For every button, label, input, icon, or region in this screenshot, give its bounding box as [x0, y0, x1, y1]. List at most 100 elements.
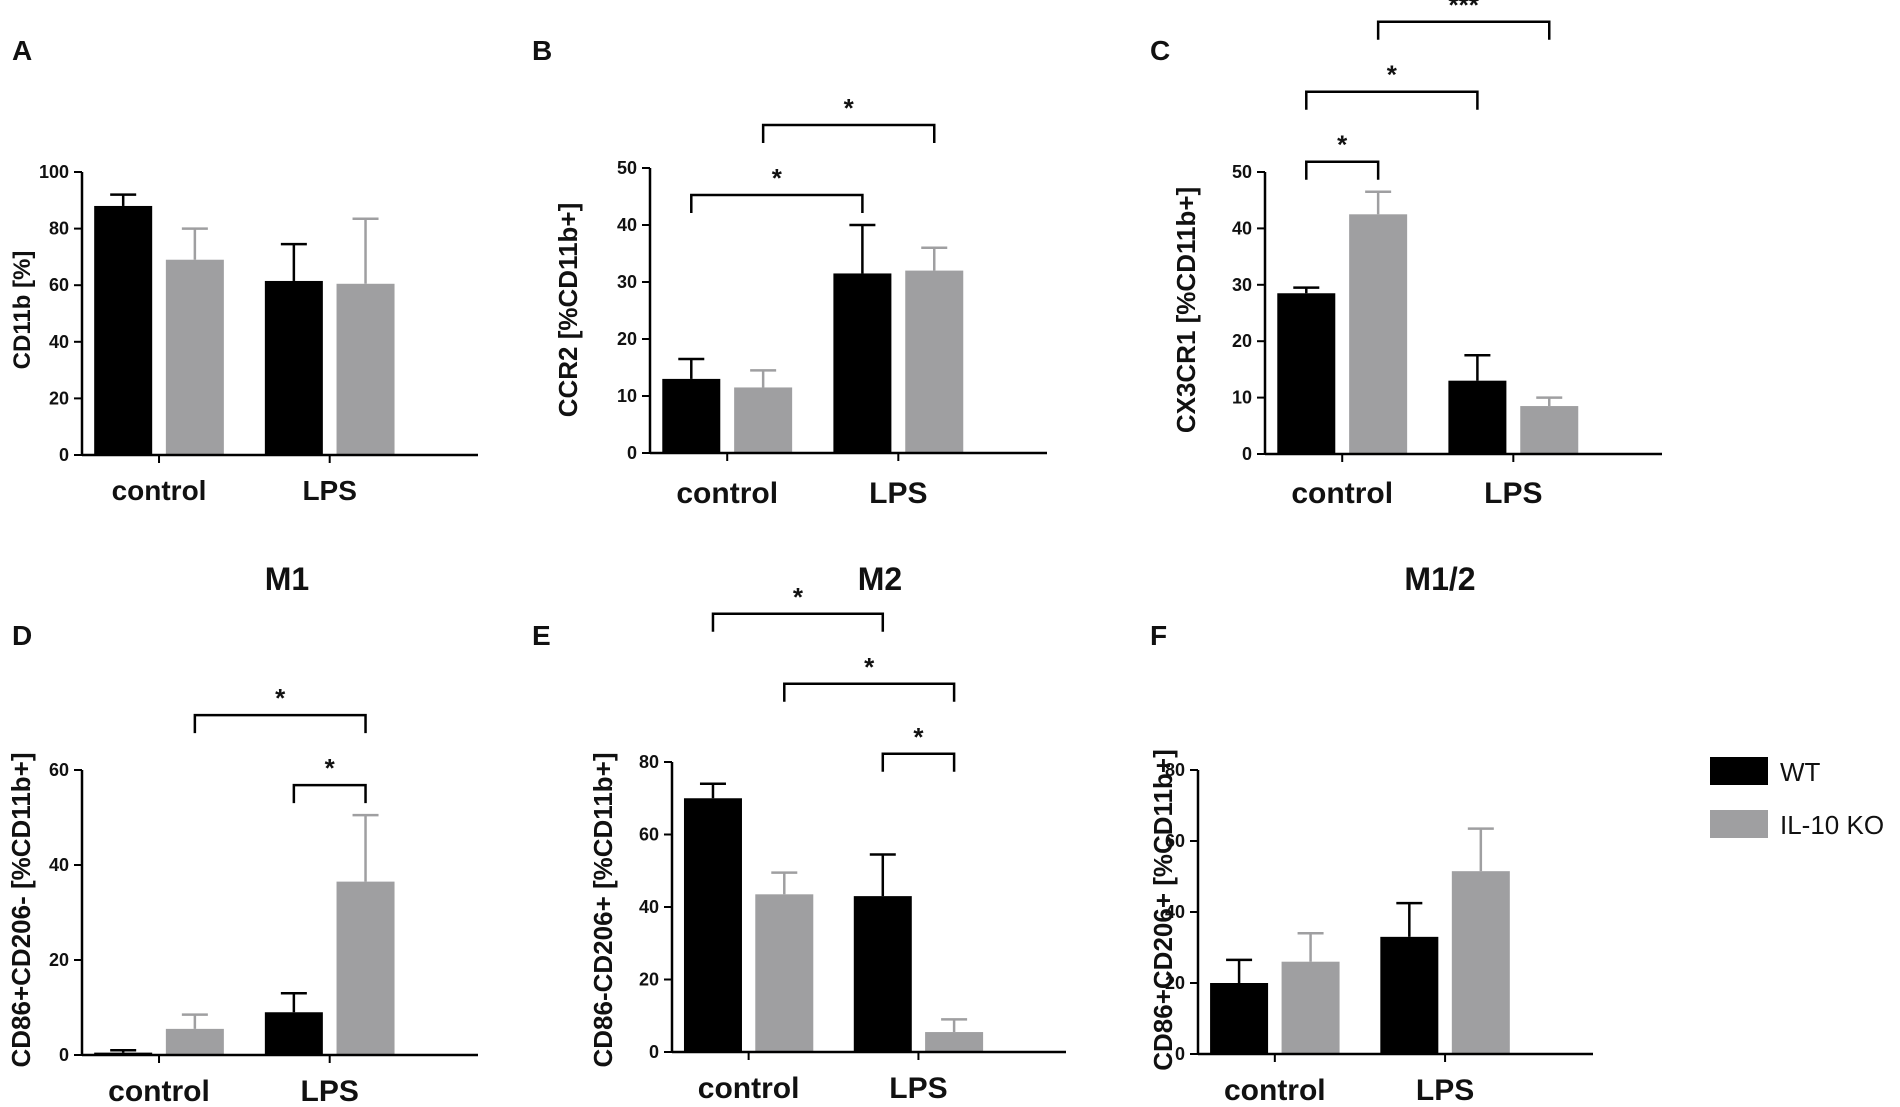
y-tick-label: 40	[1232, 218, 1252, 238]
bar-wt-control	[1210, 983, 1269, 1054]
legend: WT IL-10 KO	[1710, 757, 1884, 840]
panel-title: M1	[265, 561, 309, 597]
bar-il10ko-control	[1349, 214, 1408, 454]
bar-il10ko-lps	[336, 283, 395, 455]
bar-wt-control	[662, 378, 721, 453]
y-tick-label: 0	[627, 443, 637, 463]
bar-il10ko-control	[1281, 961, 1340, 1054]
y-tick-label: 40	[617, 215, 637, 235]
panel-title: M2	[858, 561, 902, 597]
bar-wt-control	[94, 205, 153, 455]
y-tick-label: 20	[49, 388, 69, 408]
x-tick-label-control: control	[676, 477, 778, 510]
y-tick-label: 20	[49, 950, 69, 970]
significance-label: ***	[1449, 0, 1480, 20]
panel-letter: F	[1150, 620, 1167, 651]
significance-bracket	[1305, 90, 1479, 110]
x-tick-label-lps: LPS	[1416, 1074, 1474, 1107]
y-tick-label: 80	[49, 219, 69, 239]
x-tick-label-lps: LPS	[301, 1075, 359, 1107]
panel-letter: B	[532, 35, 552, 66]
significance-bracket	[761, 123, 936, 143]
y-tick-label: 60	[1165, 831, 1185, 851]
significance-label: *	[844, 93, 855, 123]
y-axis-label: CD86+CD206+ [%CD11b+]	[1148, 749, 1178, 1071]
y-tick-label: 0	[59, 1045, 69, 1065]
x-tick-label-lps: LPS	[1484, 477, 1542, 510]
y-tick-label: 30	[617, 272, 637, 292]
significance-label: *	[1387, 60, 1398, 90]
y-tick-label: 0	[649, 1042, 659, 1062]
significance-bracket	[881, 752, 956, 772]
y-tick-label: 40	[1165, 902, 1185, 922]
x-tick-label-lps: LPS	[889, 1072, 947, 1105]
bar-wt-lps	[833, 273, 892, 453]
y-axis-label: CD11b [%]	[9, 251, 36, 370]
chart-panel-f: F M1/2 CD86+CD206+ [%CD11b+]0 20 40 60 80 contr…	[1148, 561, 1593, 1107]
y-tick-label: 60	[49, 275, 69, 295]
significance-label: *	[793, 582, 804, 612]
significance-label: *	[913, 722, 924, 752]
x-tick-label-control: control	[698, 1072, 800, 1105]
bar-il10ko-lps	[1520, 406, 1579, 454]
significance-bracket	[292, 783, 367, 804]
significance-bracket	[690, 193, 864, 213]
y-tick-label: 100	[39, 162, 69, 182]
bar-il10ko-lps	[336, 881, 395, 1055]
bar-il10ko-control	[165, 259, 224, 455]
bar-wt-lps	[264, 1012, 323, 1055]
panel-letter: D	[12, 620, 32, 651]
y-tick-label: 50	[1232, 162, 1252, 182]
y-tick-label: 0	[1175, 1044, 1185, 1064]
y-tick-label: 80	[1165, 760, 1185, 780]
panel-title: M1/2	[1404, 561, 1475, 597]
bar-wt-lps	[1448, 380, 1507, 454]
significance-label: *	[864, 652, 875, 682]
bar-il10ko-lps	[925, 1032, 984, 1052]
panel-letter: A	[12, 35, 32, 66]
chart-panel-a: A CD11b [%] 0 20 40 60 80 100 control LPS	[9, 35, 478, 506]
panel-letter: C	[1150, 35, 1170, 66]
y-axis-label: CX3CR1 [%CD11b+]	[1171, 187, 1201, 433]
bar-wt-control	[1277, 293, 1336, 454]
y-tick-label: 60	[49, 760, 69, 780]
chart-panel-e: E M2 CD86-CD206+ [%CD11b+] 0 20 40 60 80 control…	[532, 561, 1066, 1105]
panel-letter: E	[532, 620, 551, 651]
y-tick-label: 20	[1165, 973, 1185, 993]
bar-il10ko-control	[165, 1028, 224, 1055]
x-tick-label-control: control	[108, 1075, 210, 1107]
y-tick-label: 10	[617, 386, 637, 406]
legend-swatch-wt	[1710, 757, 1768, 785]
bar-il10ko-lps	[1451, 871, 1510, 1054]
bar-il10ko-control	[734, 387, 793, 453]
significance-label: *	[325, 753, 336, 783]
y-tick-label: 40	[639, 897, 659, 917]
bar-wt-lps	[264, 280, 323, 455]
bar-wt-lps	[1380, 936, 1439, 1054]
bar-wt-control	[683, 798, 742, 1052]
y-axis-label: CCR2 [%CD11b+]	[553, 203, 583, 418]
y-tick-label: 0	[59, 445, 69, 465]
y-tick-label: 10	[1232, 388, 1252, 408]
x-tick-label-control: control	[112, 475, 207, 506]
y-tick-label: 60	[639, 825, 659, 845]
y-tick-label: 40	[49, 332, 69, 352]
x-tick-label-lps: LPS	[869, 477, 927, 510]
x-tick-label-lps: LPS	[302, 475, 356, 506]
significance-bracket	[1305, 160, 1380, 180]
x-tick-label-control: control	[1291, 477, 1393, 510]
chart-panel-d: D M1 CD86+CD206- [%CD11b+] 0 20 40 60 control LP…	[6, 561, 478, 1107]
y-tick-label: 20	[617, 329, 637, 349]
y-tick-label: 40	[49, 855, 69, 875]
significance-label: *	[1337, 130, 1348, 160]
significance-label: *	[772, 163, 783, 193]
significance-bracket	[1376, 20, 1551, 40]
y-tick-label: 80	[639, 752, 659, 772]
y-axis-label: CD86+CD206- [%CD11b+]	[6, 752, 36, 1067]
chart-panel-b: B CCR2 [%CD11b+] 0 10 20 30 40 50 control LPS * *	[532, 35, 1047, 510]
significance-bracket	[193, 713, 367, 734]
y-axis-label: CD86-CD206+ [%CD11b+]	[588, 752, 618, 1067]
